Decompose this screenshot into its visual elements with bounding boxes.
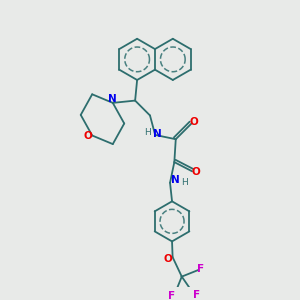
Text: F: F <box>197 265 204 275</box>
Text: H: H <box>182 178 188 187</box>
Text: F: F <box>168 291 175 300</box>
Text: O: O <box>191 167 200 177</box>
Text: O: O <box>190 117 199 127</box>
Text: O: O <box>84 131 93 141</box>
Text: N: N <box>171 175 180 185</box>
Text: N: N <box>108 94 116 104</box>
Text: N: N <box>153 129 161 139</box>
Text: O: O <box>163 254 172 264</box>
Text: F: F <box>193 290 200 300</box>
Text: H: H <box>144 128 151 137</box>
